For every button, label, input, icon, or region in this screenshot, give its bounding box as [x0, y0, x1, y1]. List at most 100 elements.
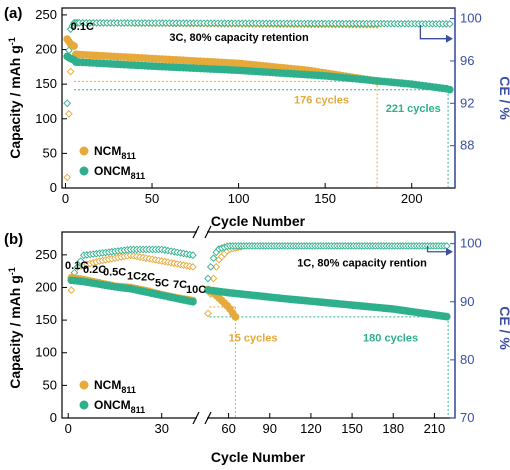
panel-b-ce-point — [209, 254, 218, 262]
legend-ncm-label: NCM811 — [94, 144, 136, 161]
panel-b-rate-label: 10C — [186, 284, 206, 296]
panel-a-ce-point — [63, 99, 72, 108]
panel-b-ce-arrow — [426, 245, 447, 253]
panel-b-rate-label: 1C — [127, 270, 141, 282]
legend-ncm-sub: 811 — [121, 151, 136, 161]
legend-oncm-marker — [79, 400, 89, 410]
panel-b-rate-label: 0.1C — [65, 260, 88, 272]
panel-b-ytick-label: 250 — [35, 247, 57, 262]
panel-b-rate-label: 5C — [155, 278, 169, 290]
panel-a-ce-point — [65, 110, 73, 118]
panel-b-xtick-label: 180 — [382, 421, 404, 436]
panel-a-ytick-label: 150 — [35, 76, 57, 91]
panel-b-xtick-label: 120 — [300, 421, 322, 436]
panel-a-y2tick-label: 100 — [460, 11, 482, 26]
panel-b-legend: NCM811 ONCM811 — [79, 378, 145, 415]
panel-a-ytick-label: 100 — [35, 111, 57, 126]
panel-a-ncm-cycles-label: 176 cycles — [294, 95, 349, 107]
panel-b-ytick-label: 100 — [35, 345, 57, 360]
panel-b-break-mark — [204, 411, 212, 425]
panel-b-ytick-label: 150 — [35, 312, 57, 327]
panel-a-y2tick-label: 88 — [460, 138, 474, 153]
panel-b-xtick-label: 30 — [154, 421, 168, 436]
panel-a-ytick-label: 50 — [43, 145, 57, 160]
panel-b-y2tick-label: 90 — [460, 294, 474, 309]
panel-b-break-mark — [204, 225, 212, 239]
panel-b-rate-label: 2C — [141, 272, 155, 284]
legend-oncm-label: ONCM811 — [94, 164, 145, 181]
panel-b-break-mark — [192, 411, 200, 425]
panel-b-xtick-label: 60 — [221, 421, 235, 436]
panel-a-plot-layer: 0 50 100 150 200 0 50 100 150 200 250 88 92 96 100 0.1C… — [35, 7, 481, 206]
legend-oncm-marker — [79, 166, 89, 176]
panel-b-rate-label: 0.2C — [83, 264, 106, 276]
panel-b-ce-point — [209, 274, 218, 283]
panel-b-ncm-cycles-label: 15 cycles — [229, 333, 278, 345]
legend-oncm-label: ONCM811 — [94, 398, 145, 415]
panel-a-ytick-label: 200 — [35, 42, 57, 57]
panel-a-ce-arrow — [419, 24, 447, 40]
panel-a-series — [63, 18, 454, 108]
panel-b-xlabel: Cycle Number — [211, 449, 306, 465]
panel-a-xtick-label: 100 — [228, 191, 250, 206]
panel-b-break-gap — [197, 226, 207, 238]
panel-a-y2tick-label: 96 — [460, 53, 474, 68]
panel-b-ylabel: Capacity / mAh g-1 — [7, 267, 23, 389]
panel-b-plot-layer: 0 30 60 90 120 150 180 210 0 50 100 150 200 250 70 80 90… — [35, 225, 482, 436]
panel-b-ce-point — [206, 263, 215, 271]
panel-a-retention-label: 3C, 80% capacity retention — [169, 32, 309, 44]
panel-b-y2tick-label: 70 — [460, 410, 474, 425]
panel-b-capacity-point — [189, 297, 197, 306]
panel-a-ylabel: Capacity / mAh g-1 — [7, 37, 23, 159]
panel-b: (b) 0 30 60 90 120 150 180 210 0 50 100 150 200 250 70… — [4, 225, 510, 465]
panel-b-y2tick-label: 80 — [460, 352, 474, 367]
panel-a-xtick-label: 50 — [145, 191, 159, 206]
panel-a-ytick-label: 0 — [50, 180, 57, 195]
legend-oncm-sub: 811 — [131, 171, 146, 181]
panel-a-xtick-label: 150 — [314, 191, 336, 206]
panel-b-ce-point — [67, 286, 76, 294]
legend-ncm-marker — [79, 380, 89, 390]
panel-b-ytick-label: 50 — [43, 377, 57, 392]
panel-b-capacity-point — [231, 312, 240, 321]
panel-b-y2tick-label: 100 — [460, 236, 482, 251]
panel-b-ce-point — [189, 251, 197, 260]
panel-b-ce-point — [204, 309, 212, 318]
panel-a-label: (a) — [4, 5, 22, 22]
panel-b-y2label: CE / % — [497, 306, 510, 350]
panel-b-break-gap — [197, 412, 207, 424]
panel-a-ce-point — [66, 67, 75, 76]
panel-b-rate-label: 7C — [173, 279, 187, 291]
panel-b-oncm-cycles-label: 180 cycles — [363, 333, 418, 345]
panel-b-ce-point — [212, 263, 221, 271]
panel-a-ce-point — [445, 20, 454, 28]
legend-ncm-sub: 811 — [121, 385, 136, 395]
panel-a-rate-label: 0.1C — [71, 21, 94, 33]
panel-a-ytick-label: 250 — [35, 7, 57, 22]
panel-b-xtick-label: 0 — [65, 421, 72, 436]
panel-a-oncm-cycles-label: 221 cycles — [386, 103, 441, 115]
panel-a-xlabel: Cycle Number — [211, 213, 306, 229]
panel-b-ce-point — [76, 257, 85, 265]
panel-a-capacity-point — [70, 42, 78, 50]
panel-b-rate-label: 0.5C — [103, 267, 126, 279]
panel-a-ce-arrowhead — [446, 34, 453, 43]
panel-b-ce-point — [189, 263, 197, 271]
legend-oncm-sub: 811 — [131, 405, 146, 415]
panel-b-ce-point — [204, 274, 212, 283]
panel-b-ce-arrowhead — [446, 247, 453, 256]
panel-b-label: (b) — [4, 231, 23, 248]
panel-a-xtick-label: 0 — [62, 191, 69, 206]
panel-b-ytick-label: 200 — [35, 279, 57, 294]
panel-b-xtick-label: 210 — [424, 421, 446, 436]
panel-b-ytick-label: 0 — [50, 410, 57, 425]
panel-b-series — [67, 276, 197, 306]
panel-a-series — [63, 52, 454, 94]
panel-a-capacity-point — [445, 85, 454, 94]
legend-ncm-label: NCM811 — [94, 378, 136, 395]
panel-b-capacity-point — [442, 312, 451, 321]
panel-b-series — [204, 286, 451, 321]
panel-b-xtick-label: 90 — [263, 421, 277, 436]
panel-a-xtick-label: 200 — [401, 191, 423, 206]
